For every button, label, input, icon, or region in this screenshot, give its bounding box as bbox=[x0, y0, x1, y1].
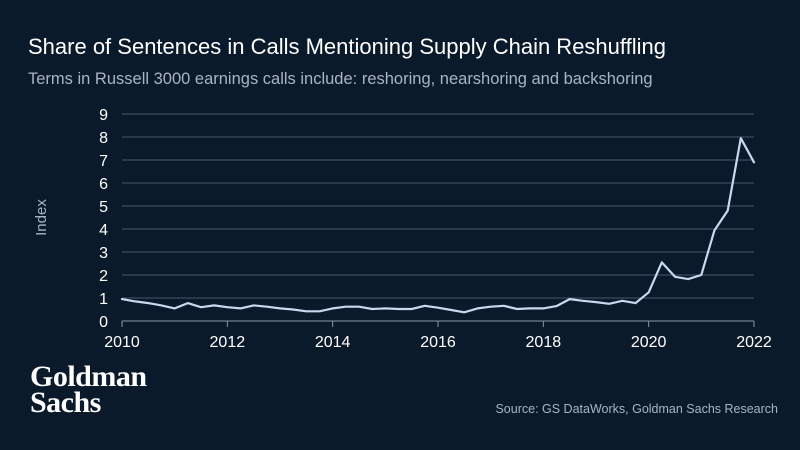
y-tick-label: 0 bbox=[99, 314, 108, 331]
chart-title: Share of Sentences in Calls Mentioning S… bbox=[28, 34, 666, 59]
y-tick-label: 2 bbox=[99, 268, 108, 285]
logo-line-1: Goldman bbox=[30, 360, 147, 393]
x-tick-label: 2022 bbox=[736, 334, 772, 351]
goldman-sachs-logo: Goldman Sachs bbox=[30, 360, 147, 419]
series-layer bbox=[120, 137, 756, 314]
y-tick-label: 8 bbox=[99, 130, 108, 147]
y-tick-label: 1 bbox=[99, 291, 108, 308]
y-tick-label: 4 bbox=[99, 222, 108, 239]
y-tick-label: 7 bbox=[99, 153, 108, 170]
source-note: Source: GS DataWorks, Goldman Sachs Rese… bbox=[495, 402, 778, 416]
chart-subtitle: Terms in Russell 3000 earnings calls inc… bbox=[28, 70, 653, 88]
x-tick-label: 2010 bbox=[104, 334, 140, 351]
y-tick-label: 3 bbox=[99, 245, 108, 262]
y-tick-labels: 0 1 2 3 4 5 6 7 8 9 bbox=[99, 107, 108, 331]
y-tick-label: 5 bbox=[99, 199, 108, 216]
series-line-0 bbox=[120, 137, 756, 314]
x-tick-label: 2012 bbox=[210, 334, 246, 351]
x-tick-labels: 2010 2012 2014 2016 2018 2020 2022 bbox=[104, 321, 772, 351]
y-axis-label: Index bbox=[33, 199, 50, 236]
y-tick-label: 9 bbox=[99, 107, 108, 124]
logo-line-2: Sachs bbox=[30, 386, 101, 419]
y-tick-label: 6 bbox=[99, 176, 108, 193]
x-tick-label: 2018 bbox=[526, 334, 562, 351]
x-tick-label: 2020 bbox=[631, 334, 667, 351]
x-tick-label: 2014 bbox=[315, 334, 351, 351]
grid-lines bbox=[122, 113, 754, 322]
x-tick-label: 2016 bbox=[420, 334, 456, 351]
